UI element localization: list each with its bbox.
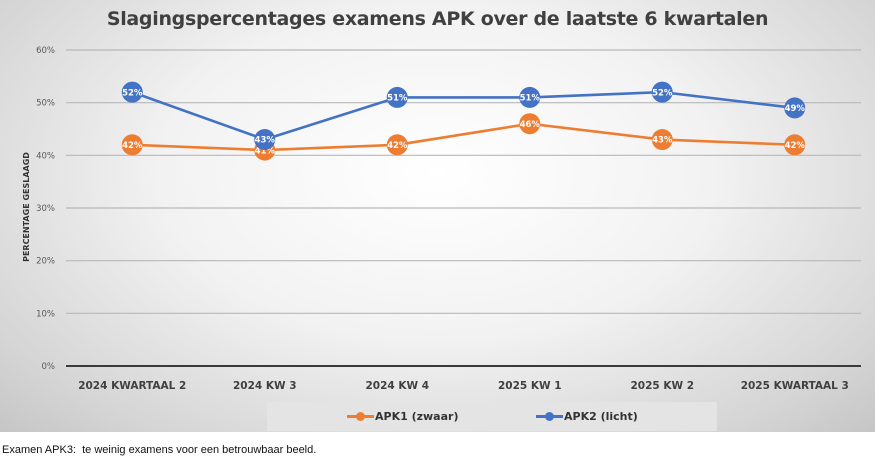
data-label: 51% [387, 94, 408, 104]
data-point-marker [519, 113, 541, 135]
y-tick-label: 50% [36, 99, 55, 109]
y-tick-label: 10% [36, 309, 55, 319]
data-point-marker [651, 81, 673, 103]
data-label: 42% [785, 141, 806, 151]
data-label: 43% [652, 136, 673, 146]
data-point-marker [784, 134, 806, 156]
legend-item-apk1[interactable]: APK1 (zwaar) [347, 409, 458, 423]
data-label: 46% [520, 120, 541, 130]
x-tick-label: 2025 KWARTAAL 3 [741, 380, 849, 392]
series-line-2 [131, 90, 795, 141]
x-tick-label: 2024 KWARTAAL 2 [78, 380, 186, 392]
footnote: Examen APK3: te weinig examens voor een … [2, 444, 317, 456]
data-label: 52% [652, 88, 673, 98]
data-label: 49% [785, 104, 806, 114]
data-label: 52% [122, 88, 143, 98]
x-tick-label: 2024 KW 3 [233, 380, 297, 392]
data-label: 43% [255, 136, 276, 146]
legend-marker-apk2 [536, 409, 563, 423]
data-label: 51% [520, 94, 541, 104]
series-line-1 [132, 122, 795, 152]
chart-title: Slagingspercentages examens APK over de … [106, 8, 769, 30]
legend-item-apk2[interactable]: APK2 (licht) [536, 409, 638, 423]
legend-marker-apk1 [347, 409, 374, 423]
legend-label-apk1: APK1 (zwaar) [375, 409, 459, 423]
y-tick-label: 30% [36, 204, 55, 214]
data-point-marker [784, 97, 806, 119]
x-tick-label: 2024 KW 4 [365, 380, 429, 392]
y-tick-label: 60% [36, 46, 55, 56]
data-point-marker [386, 86, 408, 108]
y-tick-label: 0% [42, 362, 56, 372]
chart-area: Slagingspercentages examens APK over de … [0, 0, 875, 432]
data-label: 42% [122, 141, 143, 151]
x-tick-label: 2025 KW 2 [630, 380, 694, 392]
data-label: 41% [255, 146, 276, 156]
y-tick-label: 20% [36, 257, 55, 267]
data-point-marker [121, 134, 143, 156]
data-point-marker [254, 129, 276, 151]
x-tick-label: 2025 KW 1 [498, 380, 562, 392]
data-label: 42% [387, 141, 408, 151]
data-point-marker [519, 86, 541, 108]
data-point-marker [651, 129, 673, 151]
legend: APK1 (zwaar) APK2 (licht) [267, 402, 717, 431]
legend-label-apk2: APK2 (licht) [564, 409, 638, 423]
data-point-marker [386, 134, 408, 156]
plot-area: 0% 10% 20% 30% 40% 50% 60% 2024 KWARTAAL 2 2024 … [36, 46, 861, 392]
y-tick-label: 40% [36, 151, 55, 161]
data-point-marker [121, 81, 143, 103]
